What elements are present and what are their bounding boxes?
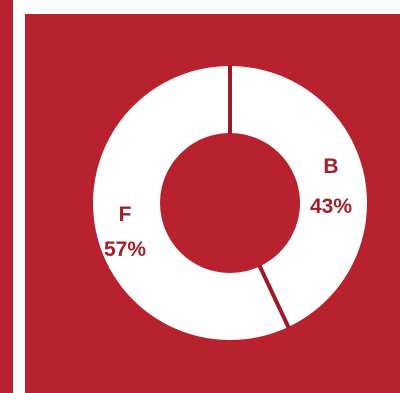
panel-top-border <box>25 0 400 14</box>
slice-f <box>93 66 289 340</box>
slice-label-b-value: 43% <box>310 195 352 218</box>
panel-gap <box>13 0 25 393</box>
slice-divider-1 <box>257 264 291 329</box>
slice-label-f-name: F <box>119 203 132 226</box>
slice-label-f-value: 57% <box>104 238 146 261</box>
slice-labels: B 43% F 57% <box>104 155 352 261</box>
slice-b <box>230 66 367 327</box>
slice-dividers <box>228 65 291 329</box>
left-panel-edge <box>0 0 13 393</box>
donut-slices <box>93 66 367 340</box>
slice-label-b-name: B <box>323 155 338 178</box>
